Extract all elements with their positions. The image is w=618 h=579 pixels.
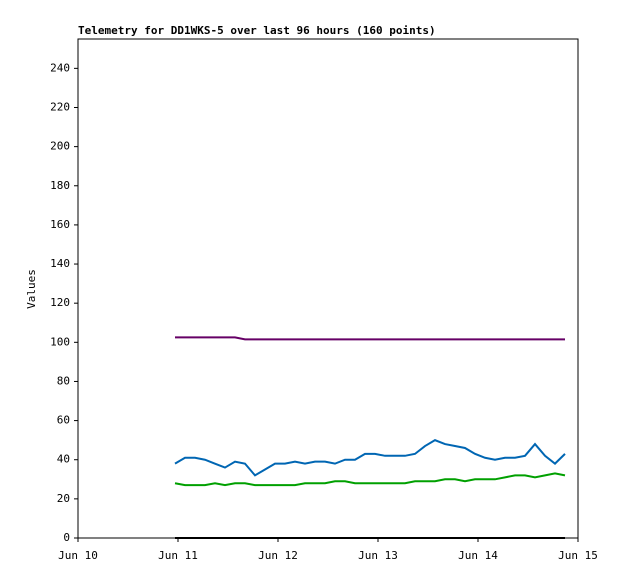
y-tick-label: 220: [50, 100, 70, 113]
y-tick-label: 80: [57, 374, 70, 387]
y-tick-label: 40: [57, 453, 70, 466]
x-tick-label: Jun 12: [258, 549, 298, 562]
y-tick-label: 240: [50, 61, 70, 74]
y-tick-label: 140: [50, 257, 70, 270]
x-tick-label: Jun 15: [558, 549, 598, 562]
y-tick-label: 180: [50, 179, 70, 192]
y-tick-label: 200: [50, 140, 70, 153]
y-tick-label: 0: [63, 531, 70, 544]
x-tick-label: Jun 10: [58, 549, 98, 562]
x-tick-label: Jun 13: [358, 549, 398, 562]
chart-title: Telemetry for DD1WKS-5 over last 96 hour…: [78, 24, 436, 37]
y-tick-label: 160: [50, 218, 70, 231]
series-line: [175, 336, 565, 341]
y-tick-label: 100: [50, 335, 70, 348]
y-tick-label: 120: [50, 296, 70, 309]
series-line: [174, 439, 566, 477]
y-tick-label: 60: [57, 414, 70, 427]
y-axis-label: Values: [25, 269, 38, 309]
series-line: [174, 472, 566, 487]
x-tick-label: Jun 14: [458, 549, 498, 562]
x-tick-label: Jun 11: [158, 549, 198, 562]
y-tick-label: 20: [57, 492, 70, 505]
